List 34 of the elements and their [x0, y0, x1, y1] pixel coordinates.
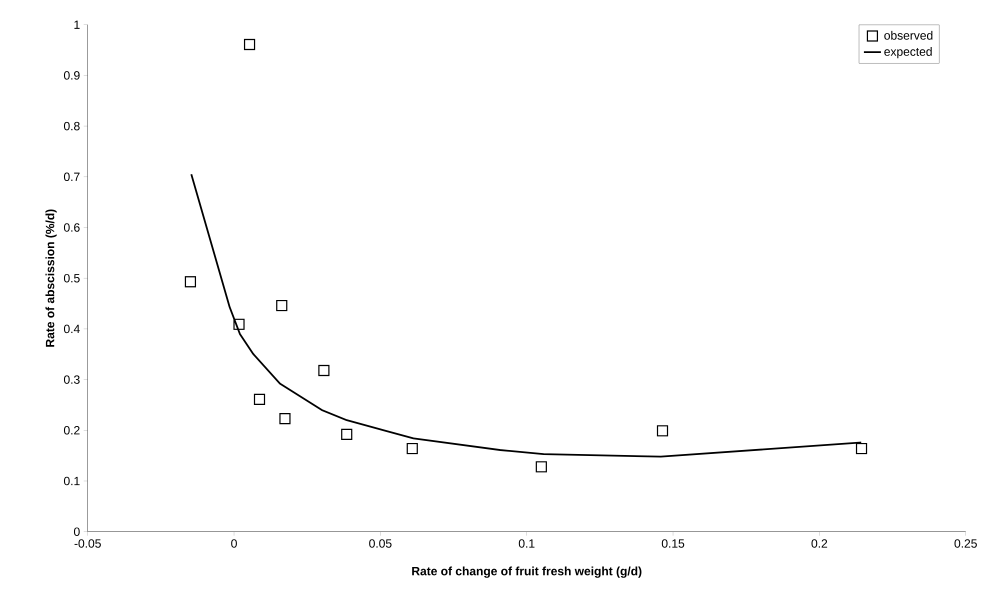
y-tick-label: 0.7 [64, 172, 80, 182]
y-tick-label: 0.4 [64, 324, 80, 334]
x-tick-label: 0.2 [812, 539, 828, 548]
x-tick-label: 0 [231, 539, 237, 548]
point [406, 442, 418, 454]
y-tick-label: 0 [74, 527, 80, 536]
point [536, 461, 547, 472]
y-tick-label: 0.3 [64, 375, 80, 384]
x-tick-label: 0.25 [954, 539, 977, 548]
y-tick-label: 0.5 [64, 274, 80, 282]
point [656, 425, 668, 436]
y-axis-title: Rate of abscission (%/d) [45, 209, 57, 347]
point [276, 300, 288, 312]
point [279, 413, 291, 424]
point [341, 428, 352, 440]
point [184, 276, 196, 288]
x-tick-label: 0.15 [662, 539, 684, 548]
x-tick-label: -0.05 [74, 539, 101, 548]
x-tick-label: 0.1 [518, 539, 534, 548]
y-tick-label: 0.2 [64, 426, 80, 435]
point [856, 442, 868, 454]
x-axis-title: Rate of change of fruit fresh weight (g/d) [412, 566, 642, 578]
y-tick-label: 0.9 [64, 71, 80, 80]
legend-label: observed [884, 30, 932, 40]
y-tick-label: 0.8 [64, 122, 80, 130]
x-tick-label: 0.05 [369, 539, 392, 548]
y-tick-label: 1 [74, 20, 80, 29]
point [318, 364, 330, 376]
y-tick-label: 0.1 [64, 476, 80, 486]
y-tick-label: 0.6 [64, 223, 80, 232]
point [254, 394, 266, 405]
point [244, 38, 256, 50]
legend-label: expected [884, 47, 932, 58]
point [233, 318, 245, 330]
